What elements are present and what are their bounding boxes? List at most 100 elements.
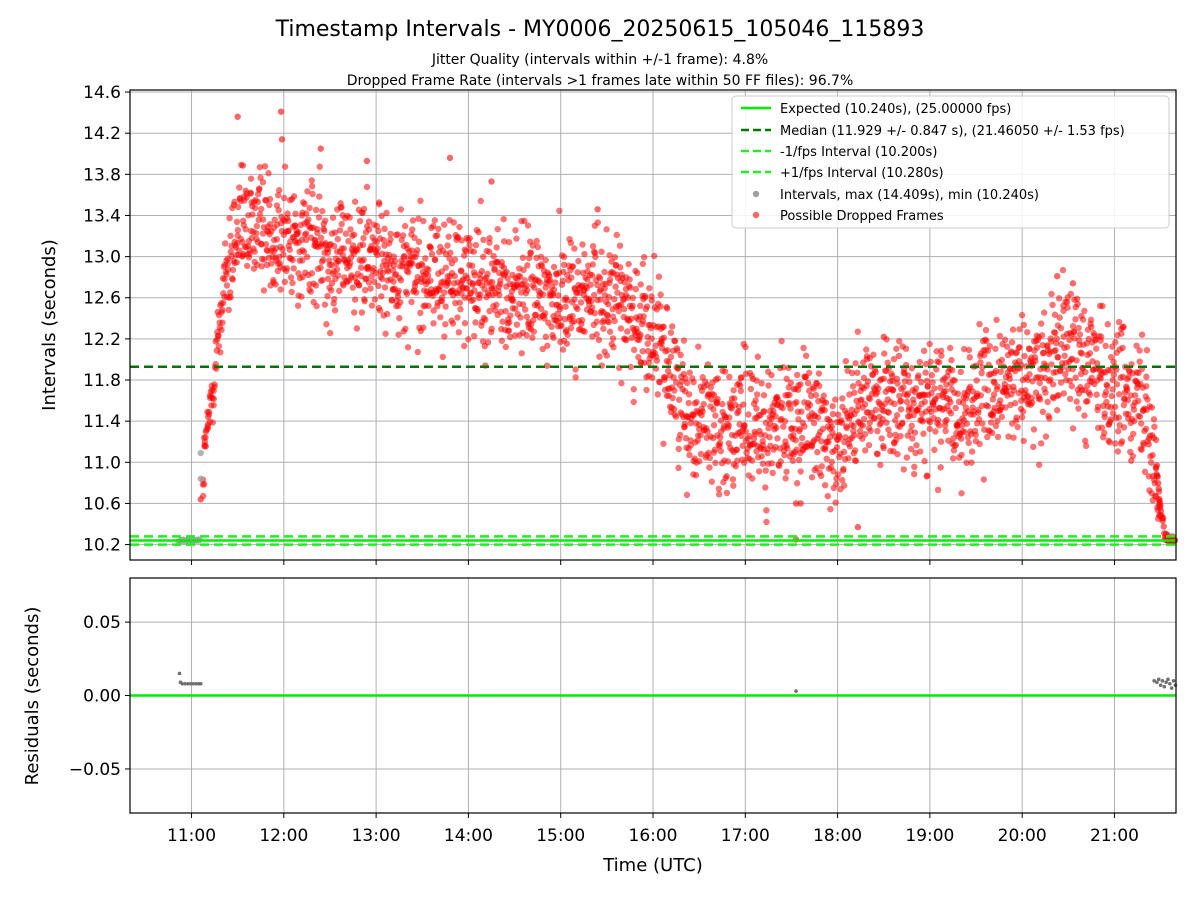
dropped-frame-point	[648, 374, 656, 381]
dropped-frame-point	[539, 345, 546, 353]
dropped-frame-point	[963, 459, 970, 466]
dropped-frame-point	[998, 356, 1006, 364]
dropped-frame-point	[646, 284, 653, 292]
dropped-frame-point	[719, 400, 726, 408]
dropped-frame-point	[1076, 331, 1084, 338]
dropped-frame-point	[317, 264, 324, 271]
dropped-frame-point	[1060, 390, 1068, 397]
dropped-frame-point	[556, 305, 564, 313]
dropped-frame-point	[484, 270, 491, 278]
dropped-frame-point	[686, 451, 693, 459]
dropped-frame-point	[1094, 406, 1101, 414]
dropped-frame-point	[444, 242, 451, 249]
dropped-frame-point	[561, 315, 569, 323]
dropped-frame-point	[531, 284, 538, 291]
dropped-frame-point	[861, 431, 869, 438]
dropped-frame-point	[560, 253, 568, 261]
dropped-frame-point	[266, 201, 273, 209]
dropped-frame-point	[335, 287, 343, 295]
dropped-frame-point	[520, 266, 527, 274]
dropped-frame-point	[1022, 387, 1029, 394]
dropped-frame-point	[1048, 290, 1055, 298]
dropped-frame-point	[251, 248, 258, 255]
dropped-frame-point	[924, 383, 932, 390]
dropped-frame-point	[202, 443, 209, 450]
dropped-frame-point	[766, 434, 773, 441]
dropped-frame-point	[648, 335, 655, 342]
dropped-frame-point	[863, 346, 870, 353]
residual-point	[180, 681, 185, 686]
dropped-frame-point	[594, 281, 601, 289]
dropped-frame-point	[1051, 311, 1059, 318]
dropped-frame-point	[197, 496, 204, 503]
dropped-frame-point	[560, 261, 568, 268]
dropped-frame-point	[931, 446, 938, 454]
intervals-scatter	[175, 108, 1179, 545]
dropped-frame-point	[368, 302, 376, 309]
intervals-ticks: 10.2 10.6 11.0 11.4 11.8 12.2 12.6 13.0 13.4 13.8…	[83, 83, 1115, 565]
dropped-frame-point	[802, 352, 810, 359]
dropped-frame-point	[742, 428, 749, 435]
dropped-frame-point	[820, 392, 827, 399]
dropped-frame-point	[1133, 342, 1140, 349]
dropped-frame-point	[328, 279, 336, 287]
dropped-frame-point	[937, 438, 945, 445]
dropped-frame-point	[321, 227, 328, 234]
dropped-frame-point	[470, 296, 477, 303]
dropped-frame-point	[911, 463, 918, 471]
dropped-frame-point	[1066, 377, 1074, 385]
dropped-frame-point	[667, 353, 675, 361]
dropped-frame-point	[643, 303, 651, 310]
residual-point	[794, 689, 798, 693]
intervals-y-tick-label: 11.4	[83, 412, 121, 432]
dropped-frame-point	[624, 328, 631, 335]
dropped-frame-point	[1037, 396, 1044, 403]
dropped-frame-point	[1136, 413, 1144, 420]
dropped-frame-point	[587, 281, 594, 288]
x-tick-label: 15:00	[536, 826, 585, 846]
dropped-frame-point	[1075, 405, 1082, 412]
dropped-frame-point	[493, 244, 500, 251]
dropped-frame-point	[833, 480, 840, 488]
dropped-frame-point	[513, 235, 520, 242]
dropped-frame-point	[900, 466, 907, 473]
dropped-frame-point	[437, 314, 444, 321]
dropped-frame-point	[927, 358, 934, 366]
dropped-frame-point	[662, 374, 669, 381]
dropped-frame-point	[324, 275, 332, 282]
dropped-frame-point	[428, 250, 436, 258]
dropped-frame-point	[618, 380, 625, 387]
dropped-frame-point	[596, 353, 603, 360]
dropped-frame-point	[793, 398, 800, 406]
dropped-frame-point	[394, 293, 402, 300]
dropped-frame-point	[309, 190, 316, 198]
residuals-y-tick-label: −0.05	[69, 760, 121, 780]
dropped-frame-point	[731, 395, 738, 402]
dropped-frame-point	[637, 302, 644, 310]
dropped-frame-point	[734, 457, 741, 464]
dropped-frame-point	[984, 433, 991, 441]
dropped-frame-point	[558, 321, 565, 329]
dropped-frame-point	[1016, 343, 1023, 351]
dropped-frame-point	[285, 227, 292, 234]
dropped-frame-point	[1130, 406, 1138, 413]
dropped-frame-point	[1030, 443, 1037, 451]
dropped-frame-point	[360, 205, 368, 213]
dropped-frame-point	[1111, 403, 1119, 411]
dropped-frame-point	[456, 299, 463, 306]
dropped-frame-point	[308, 183, 316, 190]
dropped-frame-point	[946, 344, 954, 352]
dropped-frame-point	[1131, 392, 1139, 399]
dropped-frame-point	[482, 316, 489, 323]
dropped-frame-point	[692, 472, 700, 479]
dropped-frame-point	[1010, 434, 1017, 441]
dropped-frame-point	[461, 320, 469, 327]
dropped-frame-point	[850, 422, 857, 430]
dropped-frame-point	[259, 216, 267, 223]
dropped-frame-point	[1068, 382, 1075, 390]
dropped-frame-point	[227, 289, 234, 296]
dropped-frame-point	[504, 275, 511, 282]
dropped-frame-point	[742, 343, 749, 351]
dropped-frame-point	[299, 257, 306, 264]
